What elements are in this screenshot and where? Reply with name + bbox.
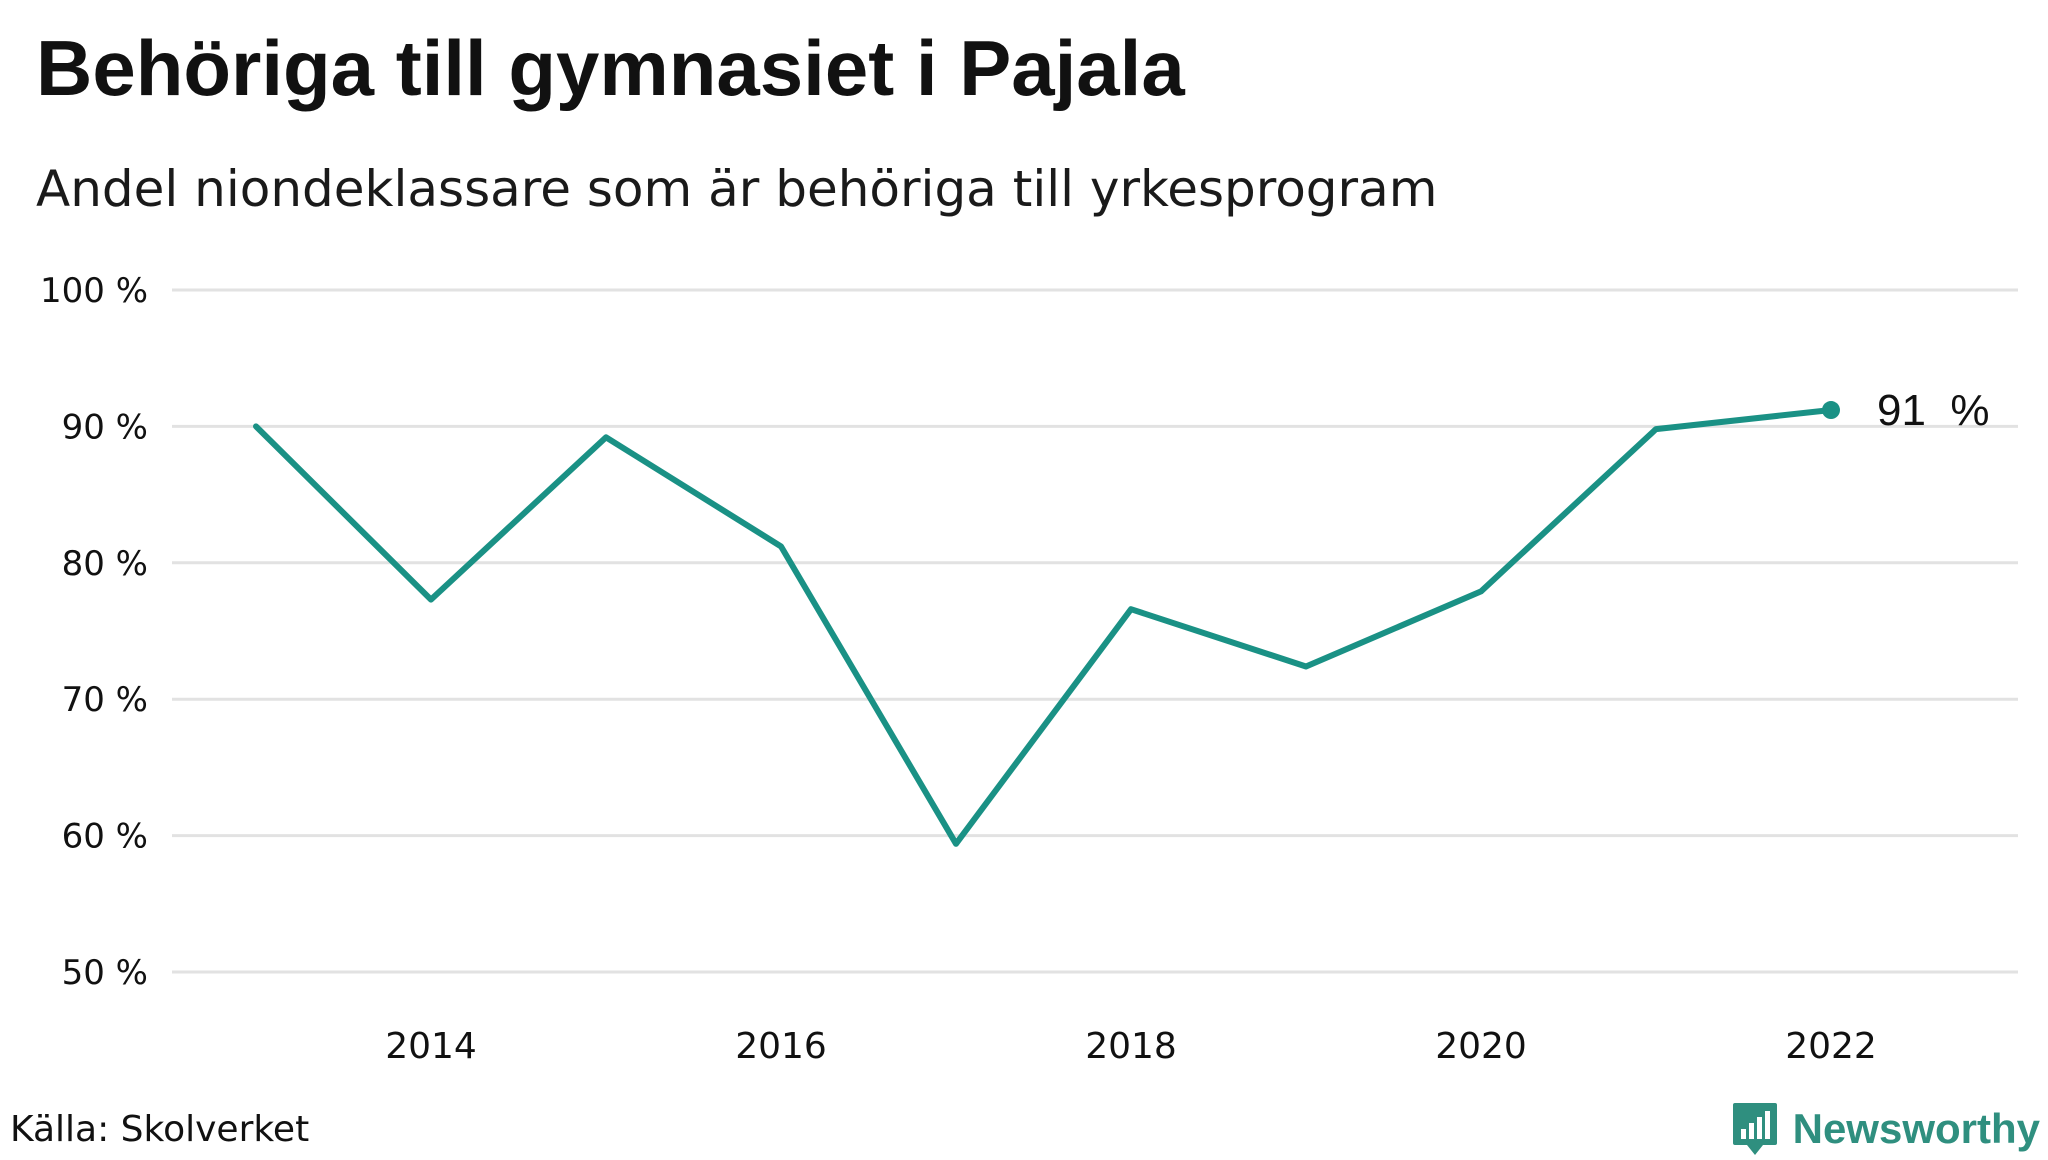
grid-lines — [172, 288, 2018, 974]
newsworthy-logo-icon — [1732, 1103, 1777, 1155]
data-point — [603, 434, 609, 440]
y-tick-label: 50 % — [62, 953, 148, 993]
chart-title: Behöriga till gymnasiet i Pajala — [36, 24, 1185, 112]
data-point — [953, 841, 959, 847]
brand-name: Newsworthy — [1792, 1105, 2040, 1152]
y-tick-label: 90 % — [62, 407, 148, 447]
data-point — [428, 597, 434, 603]
data-point — [253, 423, 259, 429]
data-point — [1128, 606, 1134, 612]
x-tick-label: 2018 — [1085, 1026, 1177, 1067]
data-point — [1653, 426, 1659, 432]
data-point — [1303, 663, 1309, 669]
last-point-label: 91 % — [1877, 386, 1990, 435]
source-note: Källa: Skolverket — [10, 1109, 310, 1150]
last-data-point — [1822, 401, 1840, 420]
y-tick-label: 70 % — [62, 680, 148, 720]
data-points: 91 % — [253, 386, 1990, 847]
x-tick-label: 2016 — [735, 1026, 827, 1067]
chart-subtitle: Andel niondeklassare som är behöriga til… — [36, 160, 1438, 218]
y-axis-tick-labels: 50 % 60 % 70 % 80 % 90 % 100 % — [40, 271, 148, 993]
y-tick-label: 100 % — [40, 271, 148, 311]
x-axis-tick-labels: 2014 2016 2018 2020 2022 — [385, 1026, 1877, 1067]
brand-logo: Newsworthy — [1731, 1098, 2040, 1160]
series-layer — [253, 407, 1834, 847]
data-point — [778, 543, 784, 549]
x-tick-label: 2022 — [1785, 1026, 1877, 1067]
y-tick-label: 60 % — [62, 817, 148, 857]
x-tick-label: 2020 — [1435, 1026, 1527, 1067]
data-point — [1478, 588, 1484, 594]
series-line — [253, 407, 1834, 847]
x-tick-label: 2014 — [385, 1026, 477, 1067]
y-tick-label: 80 % — [62, 544, 148, 584]
